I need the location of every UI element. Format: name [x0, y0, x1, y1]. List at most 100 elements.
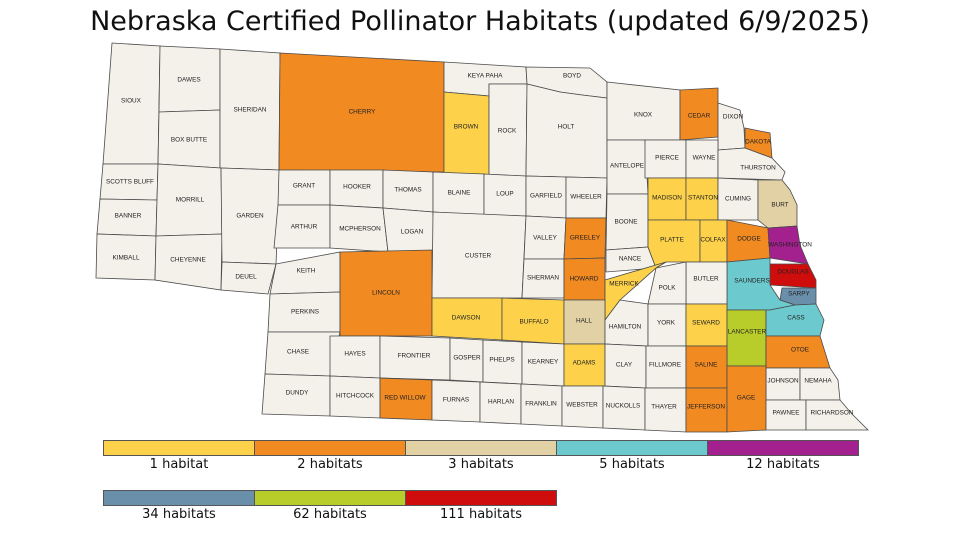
county-label-hamilton: HAMILTON — [609, 324, 642, 331]
county-label-deuel: DEUEL — [235, 274, 257, 281]
legend-label-12: 12 habitats — [746, 457, 820, 472]
county-label-kimball: KIMBALL — [113, 255, 140, 262]
county-label-thurston: THURSTON — [740, 165, 776, 172]
county-label-seward: SEWARD — [692, 320, 720, 327]
county-label-banner: BANNER — [115, 213, 142, 220]
county-label-dawes: DAWES — [177, 77, 200, 84]
county-label-gage: GAGE — [737, 395, 755, 402]
county-label-arthur: ARTHUR — [291, 224, 318, 231]
county-label-holt: HOLT — [558, 124, 575, 131]
county-label-dakota: DAKOTA — [745, 139, 772, 146]
county-brown — [443, 91, 490, 176]
county-label-kearney: KEARNEY — [528, 359, 559, 366]
county-label-sheridan: SHERIDAN — [233, 107, 266, 114]
map-title: Nebraska Certified Pollinator Habitats (… — [90, 6, 870, 37]
county-label-lincoln: LINCOLN — [372, 290, 400, 297]
county-label-burt: BURT — [771, 202, 788, 209]
legend-label-34: 34 habitats — [142, 507, 216, 522]
county-label-sioux: SIOUX — [121, 98, 142, 105]
county-label-greeley: GREELEY — [570, 235, 601, 242]
county-label-knox: KNOX — [634, 112, 653, 119]
county-label-gosper: GOSPER — [453, 355, 481, 362]
county-label-blaine: BLAINE — [448, 190, 471, 197]
county-butler — [685, 261, 728, 305]
county-washington — [767, 225, 809, 265]
county-deuel — [220, 261, 277, 295]
county-label-madison: MADISON — [652, 195, 682, 202]
legend-label-2: 2 habitats — [297, 457, 363, 472]
county-label-dawson: DAWSON — [452, 315, 481, 322]
county-label-clay: CLAY — [616, 362, 633, 369]
county-label-johnson: JOHNSON — [767, 378, 799, 385]
county-label-rock: ROCK — [498, 128, 517, 135]
county-dixon — [717, 102, 746, 151]
county-label-fillmore: FILLMORE — [649, 362, 681, 369]
county-label-jefferson: JEFFERSON — [687, 404, 725, 411]
county-label-logan: LOGAN — [401, 229, 424, 236]
legend-label-1: 1 habitat — [149, 457, 209, 472]
county-label-box-butte: BOX BUTTE — [171, 137, 207, 144]
county-label-hooker: HOOKER — [343, 184, 371, 191]
county-label-platte: PLATTE — [660, 237, 684, 244]
county-label-dodge: DODGE — [737, 236, 760, 243]
county-label-dixon: DIXON — [723, 114, 744, 121]
county-label-chase: CHASE — [287, 349, 309, 356]
county-label-sherman: SHERMAN — [527, 275, 559, 282]
county-label-grant: GRANT — [293, 183, 315, 190]
county-label-cherry: CHERRY — [349, 109, 377, 116]
county-label-harlan: HARLAN — [488, 399, 514, 406]
county-label-keith: KEITH — [297, 268, 316, 275]
county-label-pierce: PIERCE — [655, 155, 679, 162]
county-label-thomas: THOMAS — [394, 187, 421, 194]
county-label-brown: BROWN — [454, 124, 479, 131]
county-label-saline: SALINE — [695, 362, 718, 369]
county-label-cuming: CUMING — [725, 196, 751, 203]
legend-swatch-1 — [103, 440, 255, 456]
county-label-pawnee: PAWNEE — [773, 410, 800, 417]
county-label-polk: POLK — [658, 285, 676, 292]
county-label-hayes: HAYES — [344, 351, 365, 358]
county-label-red-willow: RED WILLOW — [384, 395, 426, 402]
county-label-scotts-bluff: SCOTTS BLUFF — [106, 179, 154, 186]
county-label-furnas: FURNAS — [443, 397, 469, 404]
county-burt — [757, 179, 798, 229]
county-label-wayne: WAYNE — [693, 155, 716, 162]
county-label-hall: HALL — [576, 318, 592, 325]
county-richardson — [805, 399, 869, 431]
county-label-butler: BUTLER — [693, 276, 719, 283]
county-label-hitchcock: HITCHCOCK — [336, 393, 375, 400]
county-label-custer: CUSTER — [465, 253, 492, 260]
legend-swatch-111 — [405, 490, 557, 506]
legend-label-62: 62 habitats — [293, 507, 367, 522]
county-label-washington: WASHINGTON — [768, 242, 812, 249]
county-label-merrick: MERRICK — [609, 281, 639, 288]
county-label-thayer: THAYER — [651, 404, 677, 411]
county-label-phelps: PHELPS — [489, 357, 514, 364]
legend-swatch-3 — [405, 440, 557, 456]
county-label-york: YORK — [657, 320, 676, 327]
county-label-frontier: FRONTIER — [398, 353, 431, 360]
legend-swatch-34 — [103, 490, 255, 506]
county-label-cedar: CEDAR — [688, 113, 711, 120]
legend-swatch-12 — [707, 440, 859, 456]
legend-label-3: 3 habitats — [448, 457, 514, 472]
county-label-richardson: RICHARDSON — [811, 410, 854, 417]
county-platte — [647, 219, 701, 269]
county-label-valley: VALLEY — [533, 235, 557, 242]
county-label-cass: CASS — [787, 315, 804, 322]
county-label-franklin: FRANKLIN — [525, 401, 557, 408]
county-label-howard: HOWARD — [570, 276, 599, 283]
county-label-morrill: MORRILL — [176, 197, 205, 204]
county-label-adams: ADAMS — [573, 360, 596, 367]
county-label-otoe: OTOE — [791, 347, 809, 354]
legend-swatch-62 — [254, 490, 406, 506]
county-label-boyd: BOYD — [563, 73, 581, 80]
county-label-buffalo: BUFFALO — [519, 319, 548, 326]
legend-swatch-5 — [556, 440, 708, 456]
county-label-perkins: PERKINS — [291, 309, 319, 316]
county-label-sarpy: SARPY — [788, 291, 810, 298]
county-label-nuckolls: NUCKOLLS — [606, 403, 640, 410]
county-label-cheyenne: CHEYENNE — [170, 257, 206, 264]
county-label-stanton: STANTON — [688, 195, 718, 202]
county-label-dundy: DUNDY — [286, 390, 309, 397]
